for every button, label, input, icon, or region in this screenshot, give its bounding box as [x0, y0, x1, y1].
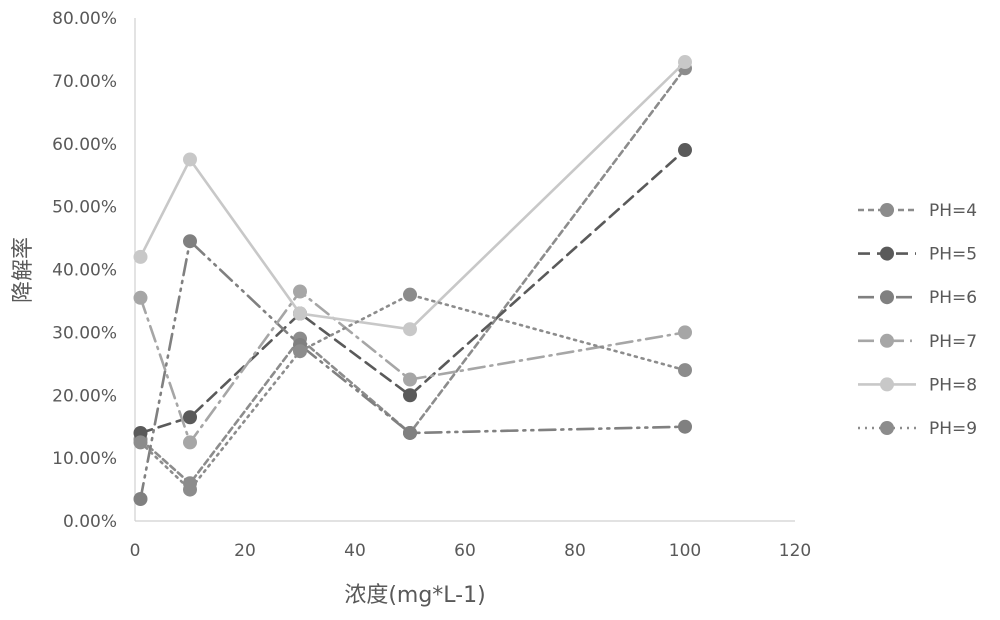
- data-point: [133, 491, 148, 506]
- data-point: [403, 425, 417, 440]
- legend-label: PH=7: [929, 332, 977, 352]
- y-tick-label: 30.00%: [52, 323, 117, 343]
- series-3: [133, 234, 692, 506]
- y-tick-label: 60.00%: [52, 135, 117, 155]
- y-tick-label: 0.00%: [63, 512, 117, 532]
- series-5: [133, 55, 692, 337]
- series-6: [133, 287, 692, 497]
- data-point: [293, 306, 307, 321]
- data-point: [678, 419, 692, 434]
- data-point: [183, 234, 197, 249]
- x-tick-label: 80: [564, 541, 586, 561]
- legend-marker: [880, 290, 894, 305]
- legend-item-3: PH=6: [858, 288, 977, 308]
- data-point: [678, 143, 692, 158]
- legend-item-4: PH=7: [858, 332, 977, 352]
- x-tick-label: 40: [344, 541, 366, 561]
- legend-item-2: PH=5: [858, 245, 977, 265]
- legend-label: PH=8: [929, 375, 977, 395]
- series-4: [133, 284, 692, 450]
- legend-label: PH=9: [929, 419, 977, 439]
- x-tick-label: 100: [669, 541, 701, 561]
- data-point: [133, 435, 148, 450]
- legend-item-1: PH=4: [858, 201, 977, 221]
- data-point: [403, 287, 417, 302]
- series-layer: [133, 55, 692, 506]
- legend-marker: [880, 377, 894, 392]
- axes: [134, 18, 795, 522]
- legend-label: PH=4: [929, 201, 977, 221]
- y-tick-label: 80.00%: [52, 9, 117, 29]
- series-line: [139, 238, 687, 501]
- data-point: [293, 344, 307, 359]
- y-tick-label: 50.00%: [52, 198, 117, 218]
- x-tick-label: 20: [234, 541, 256, 561]
- data-point: [293, 284, 307, 299]
- x-axis-title: 浓度(mg*L-1): [344, 583, 485, 608]
- y-tick-label: 40.00%: [52, 261, 117, 281]
- data-point: [183, 435, 197, 450]
- series-line: [139, 289, 687, 446]
- data-point: [678, 363, 692, 378]
- data-point: [183, 482, 197, 497]
- legend-marker: [880, 246, 894, 261]
- legend-label: PH=6: [929, 288, 977, 308]
- data-point: [183, 152, 197, 167]
- legend-label: PH=5: [929, 245, 977, 265]
- data-point: [133, 290, 148, 305]
- legend-item-6: PH=9: [858, 419, 977, 439]
- data-point: [678, 55, 692, 70]
- data-point: [183, 410, 197, 425]
- data-point: [403, 372, 417, 387]
- data-point: [403, 322, 417, 337]
- series-line: [139, 67, 687, 486]
- legend-marker: [880, 333, 894, 348]
- y-tick-label: 70.00%: [52, 72, 117, 92]
- series-1: [133, 61, 692, 491]
- data-point: [133, 249, 148, 264]
- x-axis-ticks: 0 20 40 60 80 100 120: [130, 541, 812, 561]
- y-axis-ticks: 0.00% 10.00% 20.00% 30.00% 40.00% 50.00% 60.00…: [52, 9, 117, 532]
- y-axis-title: 降解率: [11, 237, 36, 303]
- legend-item-5: PH=8: [858, 375, 977, 395]
- x-tick-label: 120: [779, 541, 811, 561]
- y-tick-label: 20.00%: [52, 386, 117, 406]
- legend: PH=4 PH=5 PH=6 PH=7 PH=8 PH=9: [858, 201, 977, 439]
- data-point: [678, 325, 692, 340]
- legend-marker: [880, 421, 894, 435]
- x-tick-label: 60: [454, 541, 476, 561]
- x-tick-label: 0: [130, 541, 141, 561]
- data-point: [403, 388, 417, 403]
- y-tick-label: 10.00%: [52, 449, 117, 469]
- legend-marker: [880, 203, 894, 217]
